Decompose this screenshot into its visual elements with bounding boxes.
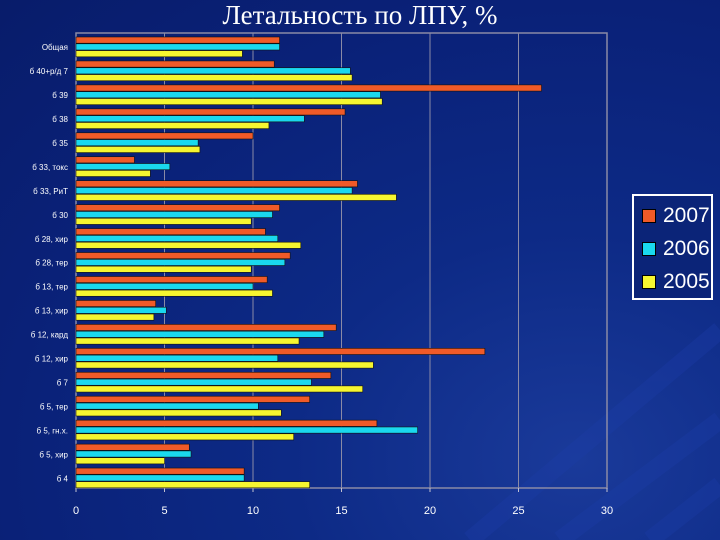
legend-item-2007: 2007	[642, 202, 710, 230]
x-tick-label: 5	[161, 505, 167, 517]
x-tick-label: 20	[424, 505, 436, 517]
category-label: б 33, РиТ	[33, 187, 68, 196]
bar-2005	[75, 146, 201, 153]
category-label: б 5, хир	[39, 450, 68, 459]
bar-2007	[75, 84, 542, 92]
bar-2006	[75, 211, 273, 218]
category-label: б 4	[57, 474, 69, 483]
bars	[75, 36, 542, 489]
bar-2007	[75, 419, 378, 427]
category-label: б 39	[52, 91, 68, 100]
bar-2007	[75, 395, 310, 403]
bar-2007	[75, 108, 346, 116]
legend-item-2005: 2005	[642, 268, 710, 296]
legend-swatch-2005	[642, 275, 656, 289]
bar-2007	[75, 228, 266, 236]
bar-2007	[75, 300, 156, 307]
bar-2006	[75, 474, 245, 482]
category-label: Общая	[42, 43, 68, 52]
slide-title: Летальность по ЛПУ, %	[222, 0, 498, 30]
bar-2005	[75, 481, 310, 489]
category-label: б 5, тер	[40, 402, 69, 411]
bar-2005	[75, 170, 151, 177]
bar-2006	[75, 91, 381, 99]
bar-2006	[75, 187, 353, 194]
bar-2005	[75, 337, 300, 345]
category-label: б 7	[57, 378, 69, 387]
bar-2007	[75, 276, 268, 283]
category-label: б 13, тер	[35, 283, 68, 292]
bar-2005	[75, 98, 383, 105]
bar-2005	[75, 241, 302, 249]
bar-2006	[75, 43, 280, 51]
x-tick-labels: 0 5 10 15 20 25 30	[73, 505, 613, 517]
legend-swatch-2007	[642, 209, 656, 223]
bar-2007	[75, 36, 280, 44]
bar-2006	[75, 67, 351, 75]
bar-2007	[75, 180, 358, 188]
bar-2007	[75, 443, 190, 451]
bar-2007	[75, 132, 254, 140]
bar-2005	[75, 265, 252, 273]
bar-2005	[75, 122, 270, 129]
bar-2005	[75, 289, 273, 297]
bar-2006	[75, 306, 167, 314]
bar-2007	[75, 156, 135, 164]
bar-2005	[75, 313, 155, 321]
bar-2006	[75, 163, 171, 171]
category-label: б 12, кард	[31, 331, 69, 340]
category-label: б 5, гн.х.	[37, 426, 68, 435]
category-label: б 35	[52, 139, 68, 148]
bar-2007	[75, 204, 280, 212]
bar-2006	[75, 282, 254, 290]
bar-2005	[75, 433, 295, 441]
bar-2006	[75, 450, 192, 458]
category-label: б 33, токс	[32, 163, 68, 172]
bar-2006	[75, 139, 199, 147]
legend-swatch-2006	[642, 242, 656, 256]
legend: 2007 2006 2005	[632, 194, 713, 300]
x-tick-label: 15	[335, 505, 347, 517]
category-labels: Общая б 40+р/д 7 б 39 б 38 б 35 б 33, токс б 3…	[30, 43, 69, 483]
x-tick-label: 25	[512, 505, 524, 517]
category-label: б 28, хир	[35, 235, 69, 244]
category-label: б 12, хир	[35, 355, 69, 364]
legend-item-2006: 2006	[642, 235, 710, 263]
bar-2006	[75, 235, 279, 242]
bar-2005	[75, 193, 397, 201]
category-label: б 40+р/д 7	[30, 67, 69, 76]
x-tick-label: 10	[247, 505, 259, 517]
bar-2007	[75, 348, 486, 355]
bar-2007	[75, 60, 275, 68]
legend-label-2006: 2006	[663, 237, 710, 260]
bar-2006	[75, 426, 418, 434]
x-tick-label: 30	[601, 505, 613, 517]
bar-2005	[75, 409, 282, 417]
bar-2006	[75, 259, 286, 266]
legend-label-2007: 2007	[663, 204, 710, 227]
category-label: б 28, тер	[35, 259, 68, 268]
legend-label-2005: 2005	[663, 270, 710, 293]
bar-2007	[75, 324, 337, 331]
bar-2007	[75, 252, 291, 260]
bar-2005	[75, 361, 374, 369]
bar-2005	[75, 74, 353, 82]
bar-2007	[75, 467, 245, 475]
category-label: б 38	[52, 115, 68, 124]
bar-2007	[75, 371, 332, 379]
bar-2006	[75, 354, 279, 362]
category-label: б 30	[52, 211, 68, 220]
bar-2005	[75, 385, 364, 393]
x-tick-label: 0	[73, 505, 79, 517]
category-label: б 13, хир	[35, 307, 69, 316]
bar-2006	[75, 330, 325, 338]
bar-2005	[75, 217, 252, 225]
bar-2006	[75, 378, 312, 386]
bar-2006	[75, 402, 259, 410]
bar-2005	[75, 50, 243, 58]
bar-2006	[75, 115, 305, 123]
bar-2005	[75, 457, 165, 465]
